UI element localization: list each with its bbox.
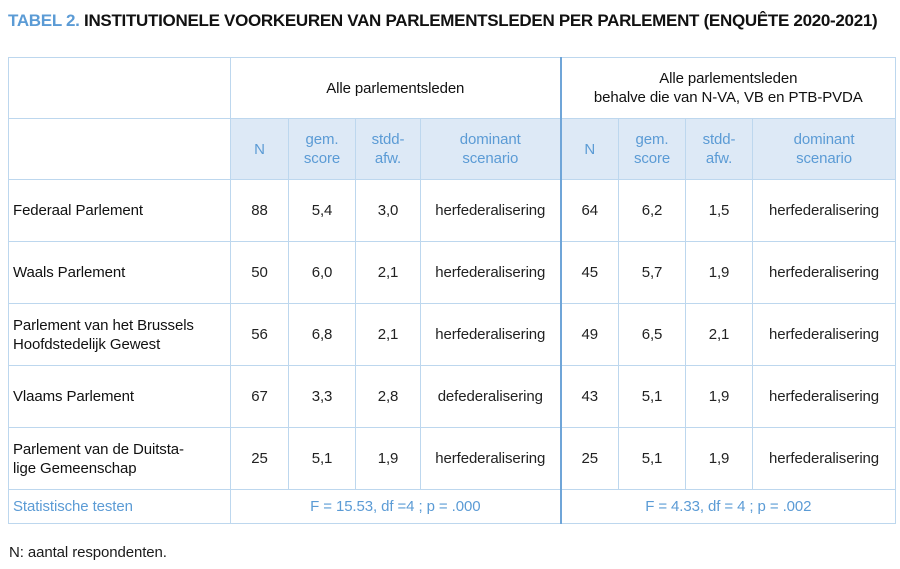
cell-value: herfederalisering bbox=[752, 179, 897, 242]
cell-value: defederalisering bbox=[419, 365, 562, 428]
institutional-preferences-table: Alle parlementsleden Alle parlementslede… bbox=[8, 57, 897, 524]
cell-value: herfederalisering bbox=[752, 365, 897, 428]
cell-value: 43 bbox=[559, 365, 620, 428]
row-label: Parlement van het Brussels Hoofdstedelij… bbox=[8, 303, 231, 366]
col-header-stddev-2: stdd- afw. bbox=[685, 118, 754, 180]
group-header-all-members: Alle parlementsleden bbox=[229, 57, 562, 119]
cell-value: 88 bbox=[230, 179, 289, 242]
cell-value: herfederalisering bbox=[419, 427, 562, 490]
header-spacer bbox=[8, 57, 231, 119]
col-header-dominant-scenario-2: dominant scenario bbox=[752, 118, 897, 180]
table-row-vlaams-parlement: Vlaams Parlement 67 3,3 2,8 defederalise… bbox=[8, 365, 897, 428]
stats-row-label: Statistische testen bbox=[8, 489, 231, 524]
cell-value: 5,1 bbox=[288, 427, 356, 490]
table-row-statistics: Statistische testen F = 15.53, df =4 ; p… bbox=[8, 489, 897, 524]
cell-value: 2,1 bbox=[355, 241, 421, 304]
cell-value: 6,2 bbox=[618, 179, 687, 242]
cell-value: 6,0 bbox=[288, 241, 356, 304]
cell-value: herfederalisering bbox=[752, 241, 897, 304]
table-caption-text: INSTITUTIONELE VOORKEUREN VAN PARLEMENTS… bbox=[84, 11, 878, 30]
footnote: N: aantal respondenten. bbox=[9, 544, 167, 561]
table-row-brussels-parlement: Parlement van het Brussels Hoofdstedelij… bbox=[8, 303, 897, 366]
cell-value: herfederalisering bbox=[752, 427, 897, 490]
cell-value: herfederalisering bbox=[419, 179, 562, 242]
col-header-mean-2: gem. score bbox=[618, 118, 687, 180]
cell-value: 5,1 bbox=[618, 427, 687, 490]
col-header-stddev-1: stdd- afw. bbox=[355, 118, 421, 180]
cell-value: herfederalisering bbox=[752, 303, 897, 366]
col-header-dominant-scenario-1: dominant scenario bbox=[419, 118, 562, 180]
cell-value: 1,5 bbox=[685, 179, 754, 242]
row-label: Waals Parlement bbox=[8, 241, 231, 304]
stats-value-all-members: F = 15.53, df =4 ; p = .000 bbox=[229, 489, 562, 524]
cell-value: 1,9 bbox=[355, 427, 421, 490]
cell-value: 1,9 bbox=[685, 241, 754, 304]
stats-value-excluding-parties: F = 4.33, df = 4 ; p = .002 bbox=[559, 489, 897, 524]
row-label: Vlaams Parlement bbox=[8, 365, 231, 428]
table-row-federaal-parlement: Federaal Parlement 88 5,4 3,0 herfederal… bbox=[8, 179, 897, 242]
cell-value: 45 bbox=[559, 241, 620, 304]
cell-value: 2,8 bbox=[355, 365, 421, 428]
cell-value: 6,8 bbox=[288, 303, 356, 366]
cell-value: 6,5 bbox=[618, 303, 687, 366]
group-header-excluding-parties: Alle parlementsleden behalve die van N-V… bbox=[559, 57, 897, 119]
row-label: Federaal Parlement bbox=[8, 179, 231, 242]
cell-value: 3,0 bbox=[355, 179, 421, 242]
row-label: Parlement van de Duitsta- lige Gemeensch… bbox=[8, 427, 231, 490]
header-spacer bbox=[8, 118, 231, 180]
cell-value: 25 bbox=[230, 427, 289, 490]
cell-value: herfederalisering bbox=[419, 241, 562, 304]
col-header-mean-1: gem. score bbox=[288, 118, 356, 180]
table-row-duitstalige-gemeenschap: Parlement van de Duitsta- lige Gemeensch… bbox=[8, 427, 897, 490]
col-header-n-1: N bbox=[230, 118, 289, 180]
cell-value: 64 bbox=[559, 179, 620, 242]
cell-value: 2,1 bbox=[355, 303, 421, 366]
table-row-waals-parlement: Waals Parlement 50 6,0 2,1 herfederalise… bbox=[8, 241, 897, 304]
cell-value: 1,9 bbox=[685, 427, 754, 490]
cell-value: 56 bbox=[230, 303, 289, 366]
cell-value: 67 bbox=[230, 365, 289, 428]
cell-value: 5,1 bbox=[618, 365, 687, 428]
cell-value: 2,1 bbox=[685, 303, 754, 366]
cell-value: herfederalisering bbox=[419, 303, 562, 366]
table-caption: TABEL 2. INSTITUTIONELE VOORKEUREN VAN P… bbox=[8, 10, 895, 31]
cell-value: 25 bbox=[559, 427, 620, 490]
cell-value: 3,3 bbox=[288, 365, 356, 428]
cell-value: 5,7 bbox=[618, 241, 687, 304]
cell-value: 49 bbox=[559, 303, 620, 366]
col-header-n-2: N bbox=[559, 118, 620, 180]
table-caption-number: TABEL 2. bbox=[8, 11, 80, 30]
cell-value: 1,9 bbox=[685, 365, 754, 428]
cell-value: 50 bbox=[230, 241, 289, 304]
cell-value: 5,4 bbox=[288, 179, 356, 242]
